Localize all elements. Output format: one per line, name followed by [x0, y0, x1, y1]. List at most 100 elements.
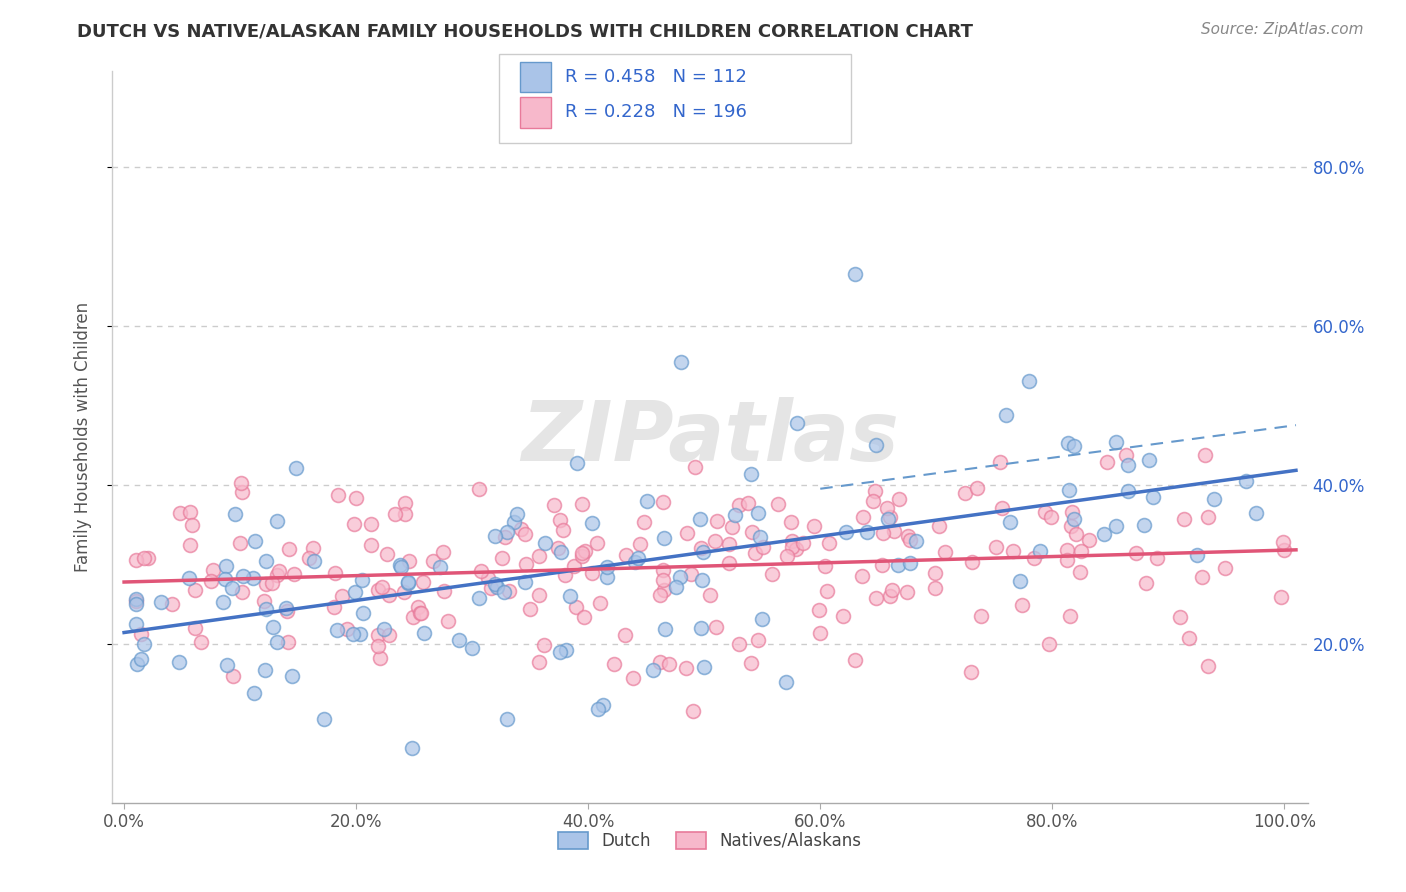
Point [254, 663, 277, 677]
Point [470, 564, 492, 578]
Text: R = 0.458   N = 112: R = 0.458 N = 112 [565, 68, 747, 86]
Point [887, 491, 910, 506]
Point [496, 524, 519, 539]
Point [1142, 491, 1164, 505]
Point [214, 572, 236, 586]
Point [628, 536, 651, 550]
Point [924, 566, 946, 580]
Point [1018, 375, 1040, 389]
Point [266, 568, 288, 582]
Point [184, 621, 207, 635]
Point [432, 545, 454, 559]
Point [652, 563, 675, 577]
Point [844, 653, 866, 667]
Point [808, 626, 831, 640]
Point [533, 638, 555, 652]
Point [370, 580, 392, 594]
Point [402, 610, 425, 624]
Point [229, 476, 252, 491]
Point [136, 550, 159, 565]
Point [718, 556, 741, 570]
Point [1029, 544, 1052, 558]
Point [298, 551, 321, 566]
Point [211, 595, 233, 609]
Point [567, 456, 589, 470]
Point [479, 582, 502, 596]
Point [596, 560, 619, 574]
Point [1115, 449, 1137, 463]
Point [1191, 570, 1213, 584]
Point [1272, 535, 1295, 549]
Point [1270, 590, 1292, 604]
Point [970, 609, 993, 624]
Point [413, 625, 436, 640]
Point [1197, 509, 1219, 524]
Point [179, 571, 201, 585]
Point [792, 535, 814, 549]
Point [1060, 518, 1083, 533]
Point [648, 656, 671, 670]
Point [254, 576, 277, 591]
Point [887, 558, 910, 572]
Point [515, 557, 537, 571]
Point [125, 617, 148, 632]
Point [960, 555, 983, 569]
Point [744, 546, 766, 560]
Point [202, 563, 225, 577]
Point [851, 569, 873, 583]
Point [581, 516, 603, 530]
Point [396, 574, 419, 589]
Point [1168, 610, 1191, 624]
Point [876, 500, 898, 515]
Point [588, 702, 610, 716]
Point [513, 527, 536, 541]
Point [134, 637, 156, 651]
Point [352, 607, 374, 621]
Point [409, 606, 432, 620]
Point [554, 568, 576, 582]
Point [125, 553, 148, 567]
Point [409, 606, 432, 620]
Point [571, 497, 593, 511]
Point [571, 549, 593, 564]
Point [330, 589, 353, 603]
Point [232, 569, 254, 583]
Point [125, 594, 148, 608]
Point [785, 542, 807, 557]
Point [1105, 434, 1128, 449]
Point [897, 529, 920, 543]
Point [984, 541, 1007, 555]
Point [373, 622, 395, 636]
Point [636, 494, 658, 508]
Point [343, 517, 366, 532]
Point [394, 585, 416, 599]
Point [160, 597, 183, 611]
Point [699, 588, 721, 602]
Point [515, 574, 537, 589]
Point [352, 573, 374, 587]
Point [995, 408, 1018, 422]
Point [728, 637, 751, 651]
Point [276, 601, 298, 615]
Point [807, 603, 830, 617]
Point [737, 496, 759, 510]
Point [955, 486, 977, 500]
Point [509, 522, 531, 536]
Point [368, 651, 391, 665]
Point [614, 628, 637, 642]
Point [200, 574, 222, 589]
Point [550, 545, 572, 559]
Point [928, 519, 950, 533]
Point [879, 510, 901, 524]
Point [342, 627, 364, 641]
Point [571, 546, 593, 560]
Point [966, 481, 988, 495]
Point [215, 559, 238, 574]
Point [747, 506, 769, 520]
Point [496, 712, 519, 726]
Point [492, 585, 515, 599]
Point [692, 545, 714, 559]
Point [461, 640, 484, 655]
Legend: Dutch, Natives/Alaskans: Dutch, Natives/Alaskans [551, 825, 869, 856]
Point [1078, 533, 1101, 548]
